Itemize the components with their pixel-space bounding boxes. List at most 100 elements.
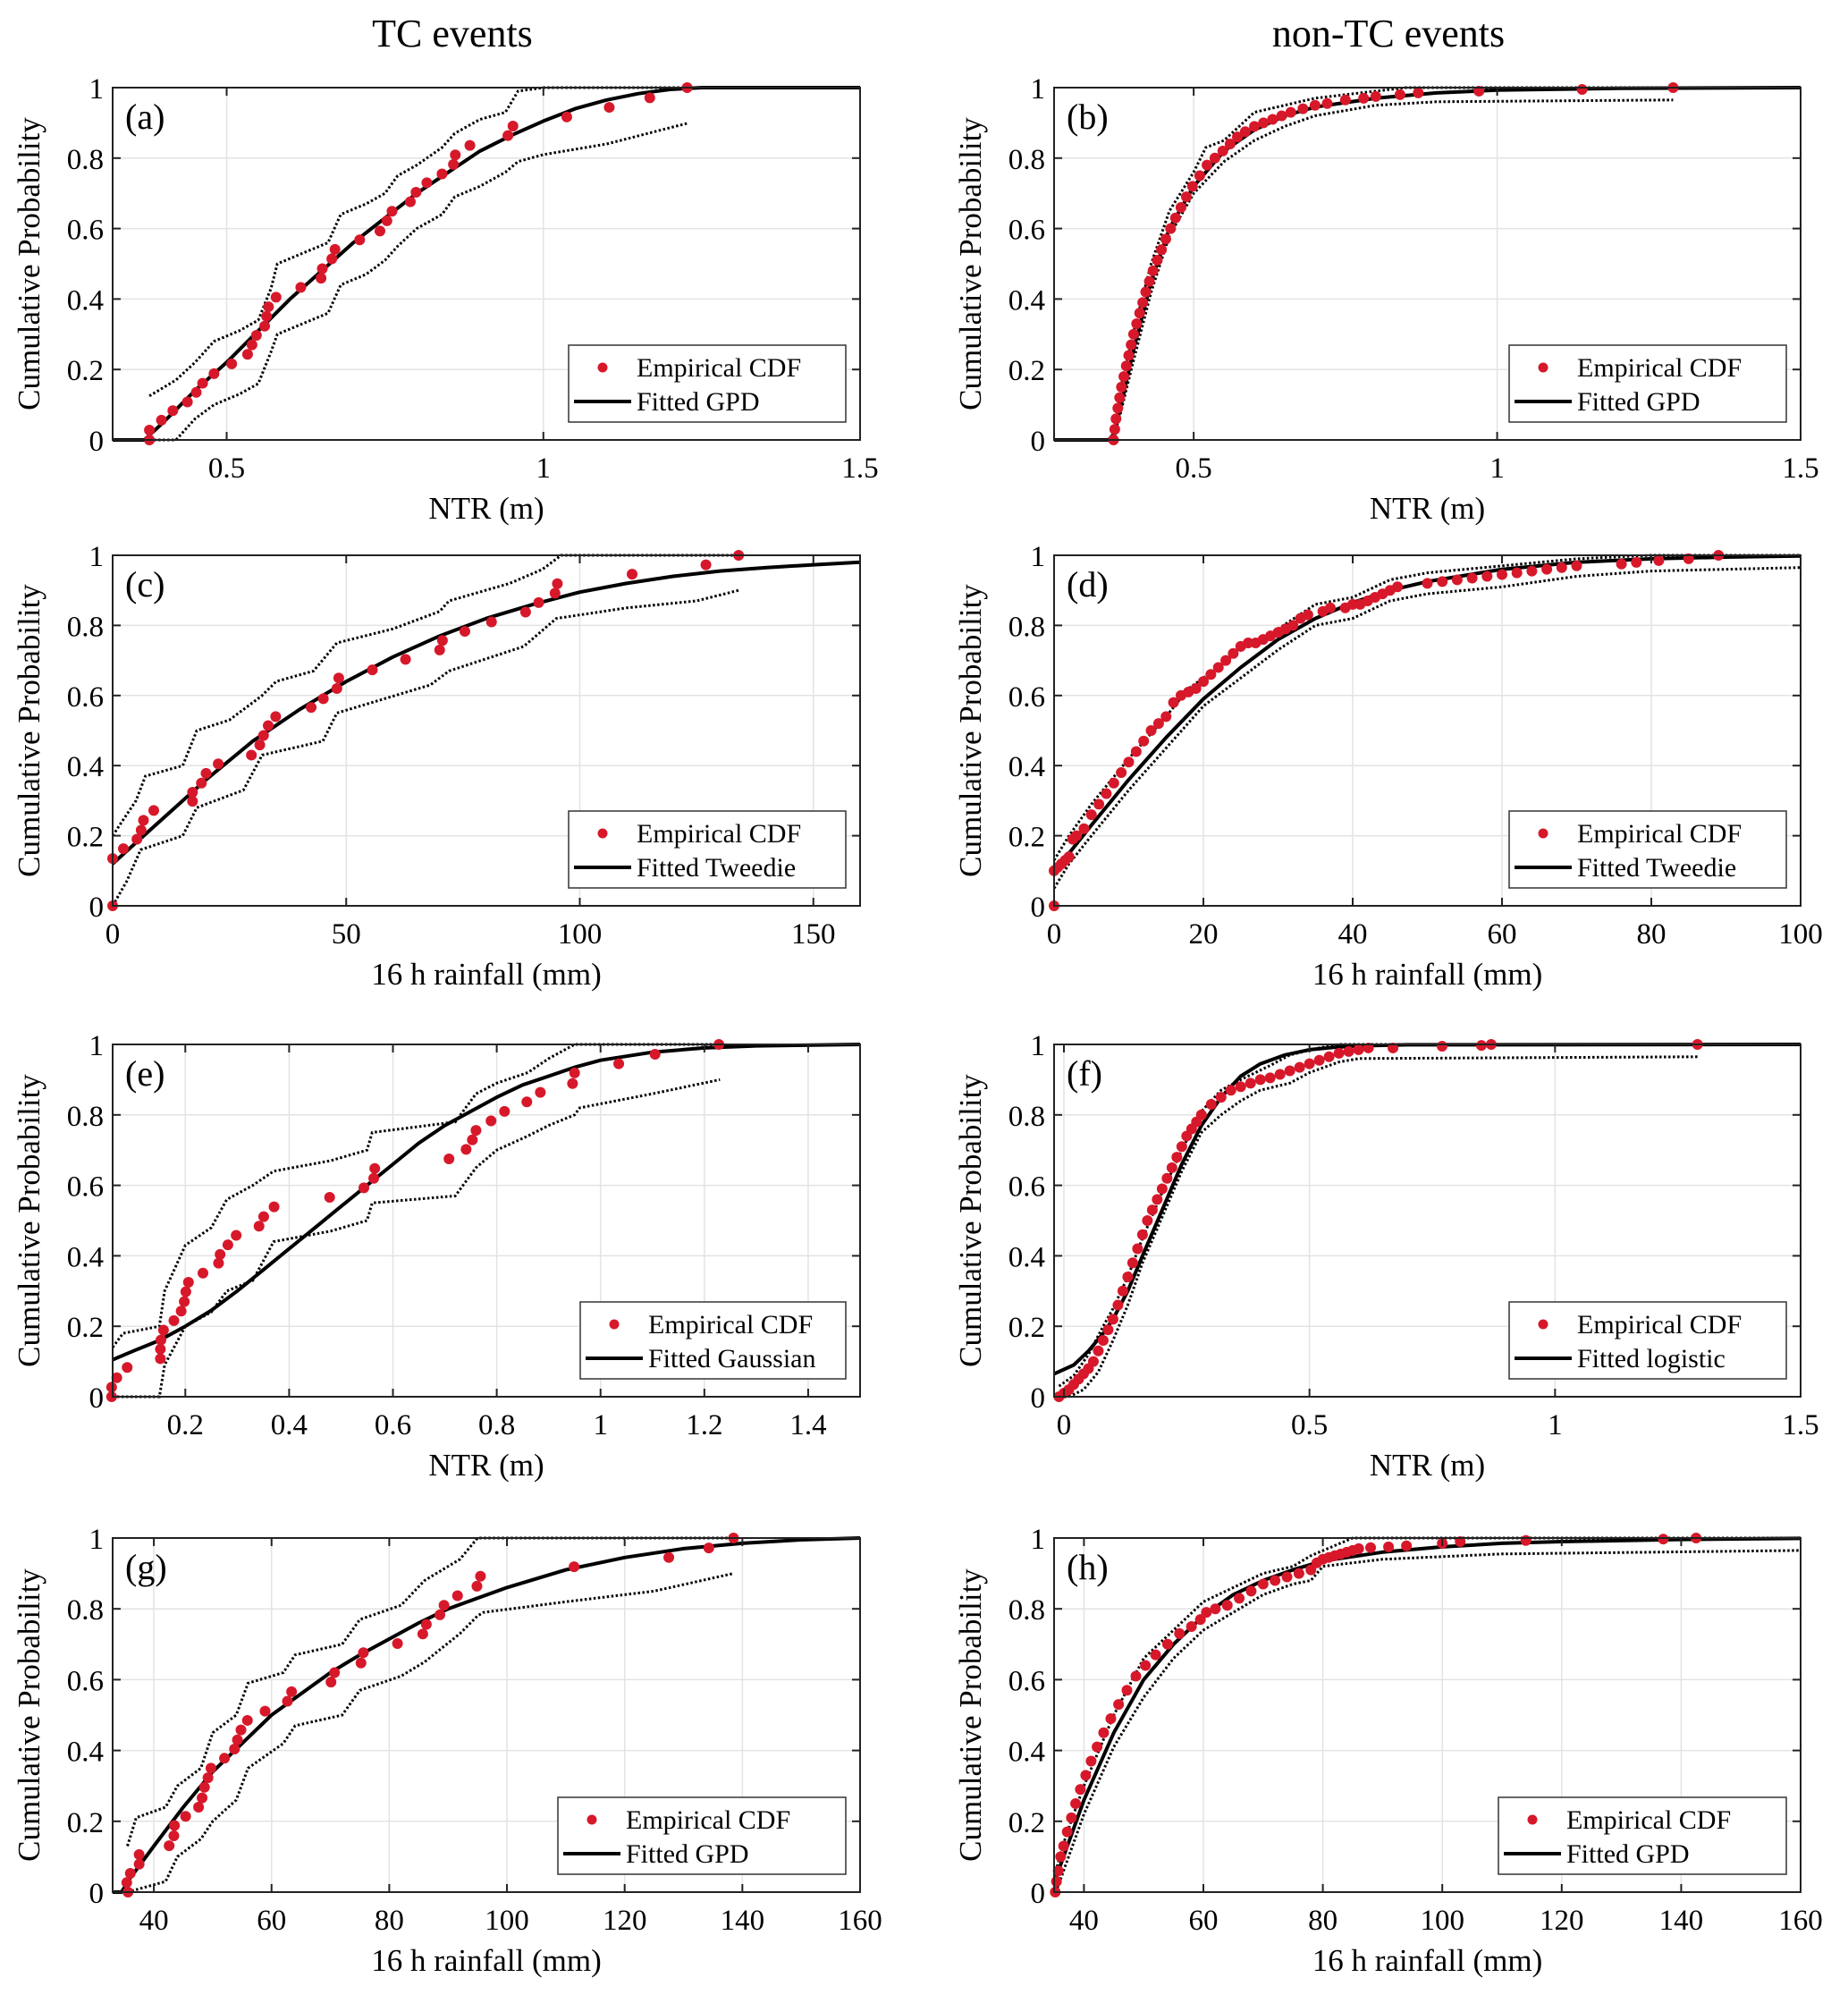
empirical-point <box>111 1372 122 1383</box>
empirical-point <box>1358 92 1370 104</box>
empirical-point <box>155 1353 166 1365</box>
empirical-point <box>1339 94 1351 106</box>
empirical-point <box>1254 1074 1266 1086</box>
empirical-point <box>1136 1229 1148 1240</box>
empirical-point <box>1126 339 1137 351</box>
x-tick-label: 0 <box>1047 918 1062 951</box>
panel-e: 0.2 0.4 0.6 0.8 1 1.2 1.4 0 0.2 0.4 0.6 0.8 1 NTR (m)… <box>12 1030 861 1483</box>
empirical-point <box>502 130 514 141</box>
legend-box <box>568 810 847 889</box>
empirical-point <box>187 786 198 798</box>
y-axis-label: Cumulative Probability <box>953 584 988 877</box>
empirical-point <box>1145 725 1157 736</box>
legend: Empirical CDF Fitted GPD <box>557 1796 847 1875</box>
x-axis-label: 16 h rainfall (mm) <box>1312 957 1543 992</box>
legend-box <box>568 344 847 423</box>
legend-label-empirical: Empirical CDF <box>648 1310 813 1340</box>
y-axis-label: Cumulative Probability <box>12 117 46 410</box>
y-tick-label: 0.4 <box>1008 751 1045 783</box>
x-tick-label: 1.5 <box>1782 1409 1818 1441</box>
empirical-point <box>232 1734 243 1745</box>
empirical-point <box>121 1877 132 1889</box>
y-axis-label: Cumulative Probability <box>12 1074 46 1367</box>
empirical-point <box>229 1744 240 1755</box>
empirical-point <box>1140 286 1152 298</box>
empirical-point <box>193 1801 205 1813</box>
x-tick-label: 150 <box>791 918 836 951</box>
legend-marker-empirical-icon <box>597 828 608 839</box>
fitted-curve <box>1053 1043 1802 1376</box>
legend: Empirical CDF Fitted Tweedie <box>568 810 847 889</box>
legend: Empirical CDF Fitted GPD <box>1498 1796 1787 1875</box>
empirical-point <box>410 187 422 199</box>
empirical-point <box>1102 1324 1114 1336</box>
legend-label-fitted: Fitted Gaussian <box>648 1344 816 1373</box>
column-title-non-tc: non-TC events <box>1272 12 1505 55</box>
empirical-point <box>460 1144 472 1155</box>
empirical-point <box>1142 1215 1153 1226</box>
empirical-point <box>1194 170 1205 182</box>
empirical-point <box>703 1542 714 1554</box>
empirical-point <box>1511 567 1523 579</box>
empirical-point <box>138 815 149 826</box>
empirical-point <box>1152 718 1164 730</box>
column-title-tc: TC events <box>372 12 533 55</box>
empirical-point <box>1061 1826 1073 1838</box>
empirical-point <box>521 1096 533 1108</box>
empirical-point <box>1225 1085 1236 1096</box>
axes-box <box>1053 87 1802 441</box>
panel-g: 40 60 80 100 120 140 160 0 0.2 0.4 0.6 0.8 1 16 h rai… <box>12 1524 882 1978</box>
empirical-point <box>1140 1660 1152 1671</box>
y-tick-label: 0.2 <box>1008 822 1045 854</box>
legend-label-empirical: Empirical CDF <box>626 1805 790 1835</box>
empirical-point <box>1165 223 1177 234</box>
empirical-point <box>1180 191 1192 203</box>
panel-label: (e) <box>125 1053 165 1094</box>
empirical-point <box>1156 1183 1168 1195</box>
x-axis-label: NTR (m) <box>1370 491 1485 526</box>
lower-confidence-bound <box>113 1078 721 1399</box>
empirical-point <box>131 833 143 845</box>
empirical-point <box>1353 1542 1364 1554</box>
empirical-point <box>1063 851 1075 863</box>
y-axis-label: Cumulative Probability <box>12 1568 46 1862</box>
x-tick-label: 1.4 <box>789 1409 826 1441</box>
empirical-point <box>1436 1040 1447 1052</box>
y-tick-label: 0.8 <box>67 1594 104 1627</box>
empirical-point <box>464 139 476 151</box>
axes-box <box>112 1537 861 1893</box>
empirical-point <box>1413 87 1424 98</box>
empirical-point <box>1116 767 1127 779</box>
empirical-point <box>1121 1685 1133 1696</box>
empirical-point <box>507 120 519 131</box>
x-tick-label: 60 <box>1488 918 1517 951</box>
empirical-point <box>1186 1621 1197 1632</box>
empirical-point <box>1297 103 1309 114</box>
legend-label-fitted: Fitted GPD <box>626 1839 749 1869</box>
empirical-point <box>1118 371 1130 383</box>
empirical-point <box>226 358 238 369</box>
empirical-point <box>1190 682 1202 694</box>
x-tick-label: 80 <box>1308 1905 1337 1937</box>
y-tick-label: 0 <box>89 426 105 458</box>
empirical-point <box>219 1753 231 1764</box>
legend-label-fitted: Fitted logistic <box>1577 1344 1726 1373</box>
panel-a: 0.5 1 1.5 0 0.2 0.4 0.6 0.8 1 NTR (m) Cumulative P… <box>12 73 879 526</box>
x-tick-label: 0.2 <box>167 1409 204 1441</box>
empirical-point <box>1098 1727 1110 1738</box>
empirical-point <box>241 1714 253 1726</box>
x-tick-label: 40 <box>1338 918 1368 951</box>
y-tick-label: 0.2 <box>67 822 104 854</box>
empirical-point <box>436 635 448 647</box>
empirical-point <box>1130 746 1142 757</box>
legend-box <box>579 1301 847 1380</box>
panel-f: 0 0.5 1 1.5 0 0.2 0.4 0.6 0.8 1 NTR (m) Cumulative … <box>953 1030 1819 1483</box>
empirical-point <box>1108 777 1119 789</box>
empirical-point <box>144 424 156 435</box>
empirical-point <box>1130 1670 1142 1682</box>
empirical-point <box>1201 1607 1212 1618</box>
empirical-point <box>1239 126 1251 138</box>
empirical-point <box>533 596 544 608</box>
empirical-point <box>317 693 329 705</box>
